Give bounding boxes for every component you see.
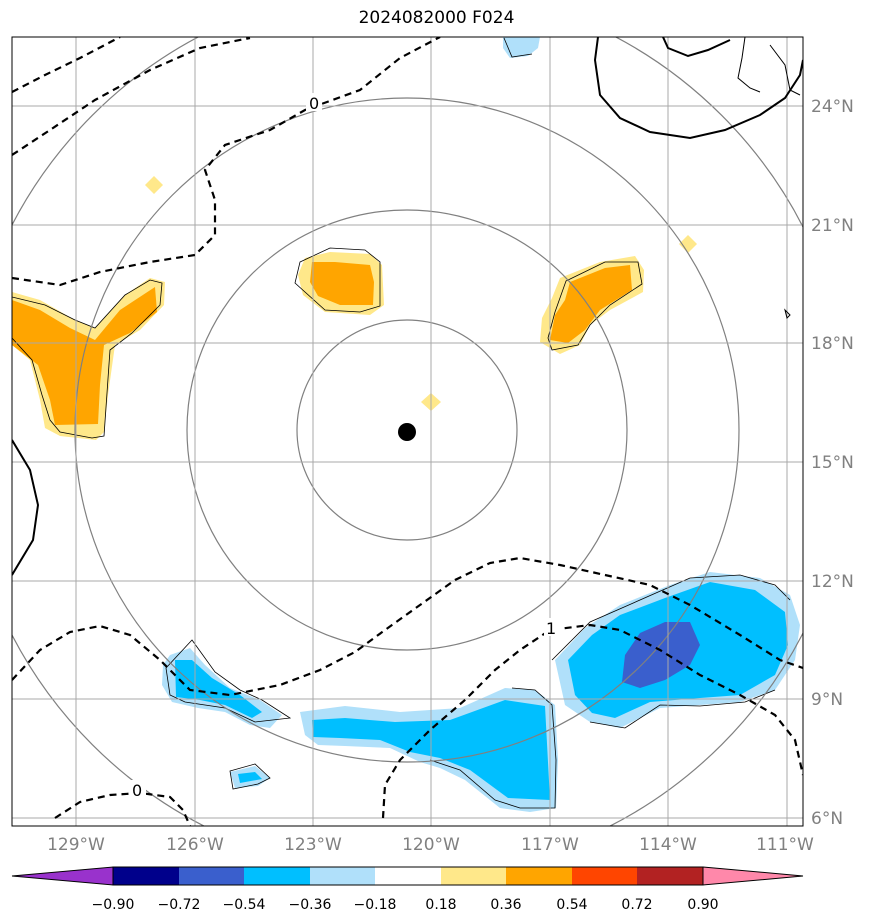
latitude-labels: 24°N 21°N 18°N 15°N 12°N 9°N 6°N [811, 97, 854, 829]
colorbar-tick-label: −0.72 [158, 897, 201, 913]
lat-label: 6°N [811, 809, 843, 829]
colorbar-bin [310, 867, 375, 885]
lat-label: 15°N [811, 453, 854, 473]
colorbar-bin [113, 867, 179, 885]
contour-label-zero-south: 0 [132, 781, 142, 800]
anomaly-region-center-core [310, 262, 374, 305]
anomaly-region-southeast-deep [622, 622, 700, 688]
colorbar-bin [506, 867, 572, 885]
lon-label: 120°W [402, 835, 460, 855]
contour-label-zero-north: 0 [309, 94, 319, 113]
lon-label: 126°W [166, 835, 224, 855]
colorbar-tick-label: 0.90 [687, 897, 718, 913]
anomaly-region-small-core [238, 772, 262, 783]
thin-contours [12, 37, 791, 809]
positive-anomaly-areas [12, 176, 697, 440]
colorbar-tick-label: 0.72 [621, 897, 652, 913]
lat-label: 9°N [811, 690, 843, 710]
anomaly-region-top [503, 37, 540, 58]
storm-center-marker [398, 423, 416, 441]
anomaly-region-west-core [12, 287, 157, 425]
colorbar-tick-label: −0.54 [223, 897, 266, 913]
lat-label: 18°N [811, 334, 854, 354]
coastlines [737, 37, 801, 319]
colorbar-tick-label: −0.36 [289, 897, 332, 913]
colorbar-tick-label: 0.18 [425, 897, 456, 913]
colorbar-bin [179, 867, 244, 885]
colorbar-bin [244, 867, 310, 885]
colorbar-bin [637, 867, 703, 885]
range-rings [12, 37, 803, 826]
colorbar-tick-label: 0.36 [490, 897, 521, 913]
lon-label: 129°W [47, 835, 105, 855]
lon-label: 111°W [756, 835, 814, 855]
lon-label: 123°W [284, 835, 342, 855]
lat-label: 12°N [811, 572, 854, 592]
colorbar-tick-label: 0.54 [556, 897, 587, 913]
lon-label: 114°W [639, 835, 697, 855]
map-plot-area: 0 1 0 [12, 37, 803, 826]
lat-label: 24°N [811, 97, 854, 117]
anomaly-dot-1 [145, 176, 163, 194]
map-frame [11, 36, 804, 827]
map-title: 2024082000 F024 [358, 8, 515, 28]
negative-anomaly-areas [162, 37, 800, 812]
contour-label-one: 1 [546, 619, 556, 638]
colorbar-tick-label: −0.90 [92, 897, 135, 913]
colorbar-extend-high [702, 866, 804, 886]
graticule [12, 37, 803, 826]
anomaly-dot-3 [679, 235, 697, 253]
colorbar-extend-low [11, 866, 114, 886]
anomaly-region-east-core [550, 265, 632, 343]
colorbar-bin [375, 867, 441, 885]
colorbar: −0.90 −0.72 −0.54 −0.36 −0.18 0.18 0.36 … [11, 866, 804, 913]
lon-label: 117°W [521, 835, 579, 855]
lat-label: 21°N [811, 216, 854, 236]
anomaly-region-southwest-core [175, 660, 262, 718]
longitude-labels: 129°W 126°W 123°W 120°W 117°W 114°W 111°… [47, 835, 814, 855]
colorbar-bin [441, 867, 506, 885]
colorbar-bin [572, 867, 637, 885]
colorbar-tick-label: −0.18 [354, 897, 397, 913]
